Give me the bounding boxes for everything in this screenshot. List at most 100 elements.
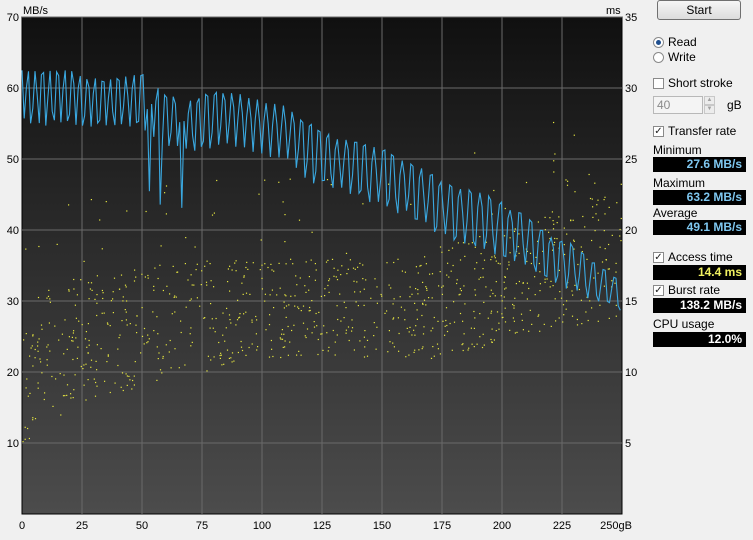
access-time-dot <box>388 183 390 185</box>
access-time-dot <box>243 275 245 277</box>
access-time-dot <box>119 334 121 336</box>
access-time-dot <box>323 325 325 327</box>
access-time-dot <box>88 298 90 300</box>
access-time-dot <box>431 273 434 275</box>
write-radio-row[interactable]: Write <box>653 50 696 65</box>
access-time-row[interactable]: ✓ Access time <box>653 250 733 265</box>
access-time-dot <box>318 311 320 313</box>
access-time-dot <box>317 353 319 356</box>
access-time-checkbox[interactable]: ✓ <box>653 252 664 263</box>
access-time-dot <box>553 121 555 124</box>
access-time-dot <box>133 375 135 377</box>
access-time-dot <box>508 261 510 263</box>
access-time-dot <box>437 348 439 350</box>
access-time-dot <box>96 275 98 277</box>
access-time-dot <box>104 380 106 382</box>
access-time-dot <box>601 261 604 263</box>
access-time-dot <box>80 365 82 368</box>
access-time-dot <box>165 344 167 346</box>
access-time-dot <box>315 312 317 315</box>
access-time-dot <box>437 320 439 322</box>
transfer-rate-checkbox[interactable]: ✓ <box>653 126 664 137</box>
access-time-dot <box>39 358 41 360</box>
access-time-dot <box>73 278 75 281</box>
access-time-dot <box>420 264 422 267</box>
access-time-dot <box>493 339 495 341</box>
transfer-rate-row[interactable]: ✓ Transfer rate <box>653 124 736 139</box>
access-time-dot <box>551 211 553 213</box>
access-time-dot <box>611 280 613 282</box>
write-radio[interactable] <box>653 52 664 63</box>
access-time-dot <box>363 304 365 306</box>
access-time-dot <box>468 347 470 349</box>
access-time-dot <box>256 349 258 351</box>
access-time-dot <box>473 310 475 313</box>
start-button[interactable]: Start <box>657 0 741 20</box>
access-time-dot <box>615 315 617 317</box>
cpu-usage-value: 12.0% <box>653 332 746 347</box>
access-time-dot <box>479 313 481 315</box>
access-time-dot <box>495 260 497 262</box>
short-stroke-checkbox[interactable] <box>653 78 664 89</box>
access-time-dot <box>537 315 539 317</box>
access-time-dot <box>490 259 492 261</box>
spin-down-icon[interactable]: ▼ <box>704 105 715 114</box>
access-time-dot <box>359 291 361 293</box>
access-time-dot <box>206 284 208 286</box>
access-time-dot <box>268 324 271 326</box>
access-time-dot <box>213 212 215 214</box>
access-time-dot <box>126 375 128 377</box>
access-time-dot <box>572 219 574 221</box>
access-time-dot <box>451 349 453 351</box>
access-time-dot <box>132 379 134 382</box>
access-time-dot <box>439 353 441 355</box>
short-stroke-input[interactable]: 40 <box>653 96 703 114</box>
read-radio[interactable] <box>653 37 664 48</box>
access-time-dot <box>279 287 281 289</box>
burst-rate-row[interactable]: ✓ Burst rate <box>653 283 720 298</box>
access-time-dot <box>180 320 182 322</box>
access-time-dot <box>474 268 476 270</box>
access-time-dot <box>120 386 122 388</box>
access-time-dot <box>172 265 174 267</box>
access-time-dot <box>538 262 540 265</box>
access-time-dot <box>331 258 334 260</box>
spin-up-icon[interactable]: ▲ <box>704 96 715 105</box>
access-time-dot <box>352 267 355 269</box>
access-time-dot <box>552 285 554 287</box>
access-time-dot <box>73 330 75 332</box>
access-time-dot <box>365 279 367 281</box>
access-time-dot <box>171 313 173 315</box>
access-time-dot <box>95 381 97 384</box>
access-time-dot <box>423 326 425 328</box>
access-time-dot <box>38 338 40 340</box>
burst-rate-checkbox[interactable]: ✓ <box>653 285 664 296</box>
access-time-dot <box>174 295 176 297</box>
access-time-dot <box>543 323 545 325</box>
access-time-dot <box>187 279 189 281</box>
access-time-dot <box>525 181 528 184</box>
short-stroke-row[interactable]: Short stroke <box>653 76 733 91</box>
access-time-dot <box>164 192 166 194</box>
access-time-dot <box>210 303 212 305</box>
access-time-dot <box>213 286 215 288</box>
access-time-dot <box>72 358 74 361</box>
read-radio-row[interactable]: Read <box>653 35 697 50</box>
access-time-dot <box>354 291 356 293</box>
access-time-dot <box>245 292 248 294</box>
access-time-dot <box>268 356 271 358</box>
access-time-dot <box>125 373 127 375</box>
access-time-dot <box>222 312 224 314</box>
access-time-dot <box>289 341 291 343</box>
access-time-dot <box>304 335 306 337</box>
access-time-dot <box>518 252 520 254</box>
access-time-dot <box>522 329 524 331</box>
access-time-dot <box>203 317 205 319</box>
access-time-dot <box>190 345 192 347</box>
access-time-dot <box>485 286 487 288</box>
access-time-dot <box>296 354 298 356</box>
access-time-dot <box>459 312 462 315</box>
access-time-dot <box>327 284 329 287</box>
access-time-dot <box>453 321 456 323</box>
access-time-dot <box>588 173 590 176</box>
